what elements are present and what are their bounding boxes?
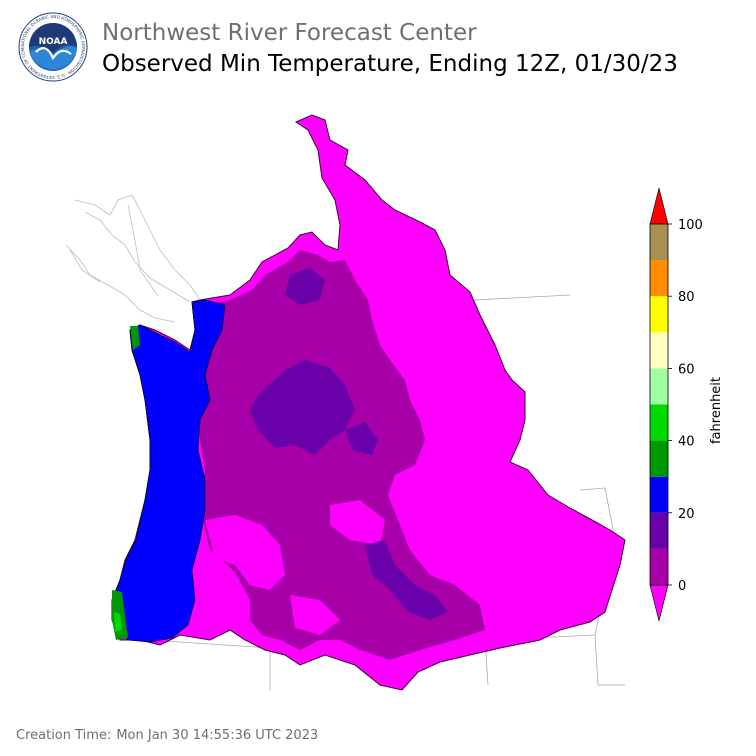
colorbar-tick-label: 20 [678, 507, 695, 522]
temp-band-40-50 [114, 612, 122, 632]
temp-band-10-20-d [285, 268, 325, 305]
temp-band-10-20-c [365, 540, 448, 620]
colorbar-unit-label: fahrenheit [709, 377, 724, 444]
colorbar-bin-90-100 [650, 224, 668, 261]
colorbar-under-triangle [649, 584, 669, 622]
colorbar-bin-20-30 [650, 476, 668, 513]
colorbar-tick-label: 40 [678, 435, 695, 450]
colorbar-tick-label: 100 [678, 218, 703, 233]
colorbar-bin-30-40 [650, 440, 668, 477]
colorbar-bin-0-10 [650, 548, 668, 585]
org-title: Northwest River Forecast Center [102, 20, 477, 46]
temp-patch-below-zero-1 [205, 515, 285, 590]
colorbar-tick-label: 80 [678, 290, 695, 305]
creation-time: Creation Time: Mon Jan 30 14:55:36 UTC 20… [16, 728, 323, 743]
colorbar-bin-70-80 [650, 296, 668, 333]
colorbar-bin-50-60 [650, 368, 668, 405]
colorbar-tick-label: 0 [678, 579, 686, 594]
coastline-outline [65, 194, 201, 323]
product-title: Observed Min Temperature, Ending 12Z, 01… [102, 51, 678, 77]
colorbar-frame [649, 223, 669, 586]
temp-band-10-20-b [345, 422, 378, 455]
creation-time-label: Creation Time: [16, 728, 112, 743]
colorbar-bin-80-90 [650, 260, 668, 297]
temp-band-20-30 [111, 299, 226, 643]
colorbar-bin-60-70 [650, 332, 668, 369]
noaa-logo-text: NOAA [39, 37, 68, 47]
colorbar-bin-40-50 [650, 404, 668, 441]
temp-band-10-20-a [250, 360, 355, 455]
temp-patch-below-zero-2 [330, 500, 385, 545]
temp-patch-below-zero-3 [290, 595, 340, 635]
noaa-logo: NATIONAL OCEANIC AND ATMOSPHERIC ADMINIS… [18, 12, 88, 82]
colorbar-over-triangle [649, 187, 669, 225]
colorbar-bin-10-20 [650, 512, 668, 549]
temp-band-30-40-b [130, 326, 140, 350]
colorbar: 0 20 40 60 80 100 fahrenheit [649, 187, 724, 622]
creation-time-value: Mon Jan 30 14:55:36 UTC 2023 [116, 728, 319, 743]
colorbar-tick-label: 60 [678, 362, 695, 377]
